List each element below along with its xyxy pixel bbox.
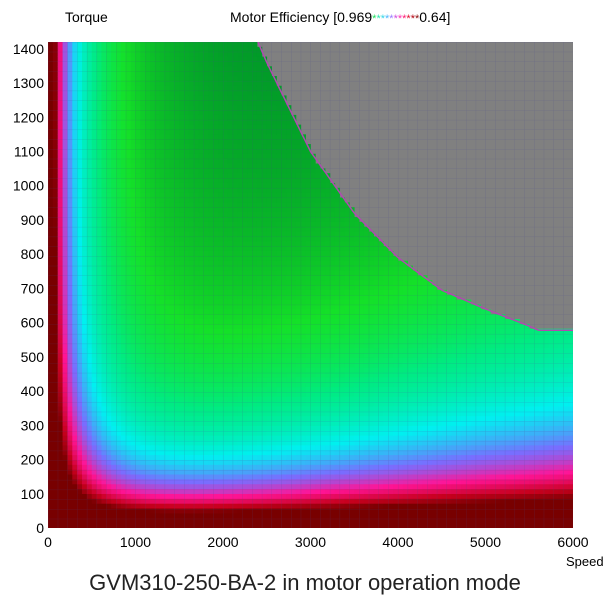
legend-star: *	[381, 13, 386, 25]
title-suffix: 0.64]	[419, 9, 450, 25]
plot-area	[48, 42, 573, 528]
title-prefix: Motor Efficiency [0.969	[230, 9, 372, 25]
legend-star: *	[411, 13, 416, 25]
legend-star: *	[385, 13, 390, 25]
legend-star: *	[389, 13, 394, 25]
legend-star: *	[415, 13, 420, 25]
legend-star: *	[394, 13, 399, 25]
legend-stars-left: *****	[372, 13, 394, 25]
legend-star: *	[402, 13, 407, 25]
legend-star: *	[398, 13, 403, 25]
legend-star: *	[372, 13, 377, 25]
y-axis-label: Torque	[65, 9, 108, 25]
chart-title: Motor Efficiency [0.969***********0.64]	[230, 9, 450, 25]
legend-star: *	[406, 13, 411, 25]
legend-stars-right: ******	[394, 13, 420, 25]
legend-star: *	[376, 13, 381, 25]
